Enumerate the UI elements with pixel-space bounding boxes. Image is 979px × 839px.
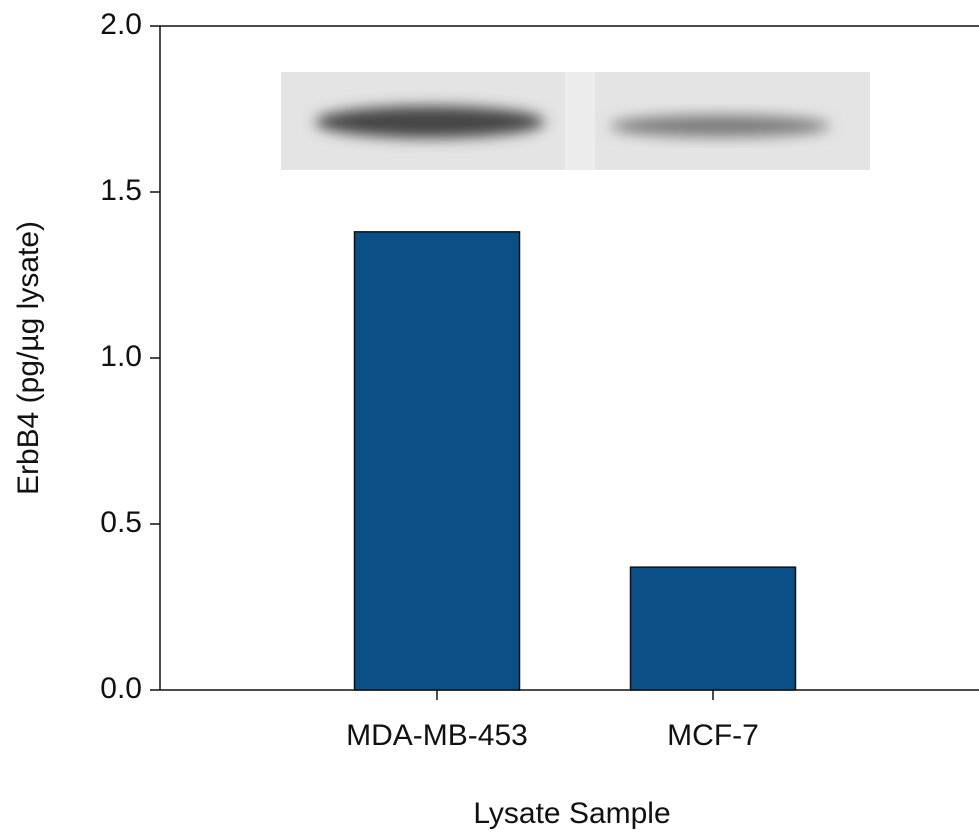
- y-tick-label: 1.5: [100, 174, 142, 207]
- western-blot-inset: [281, 72, 870, 170]
- y-tick-label: 0.5: [100, 506, 142, 539]
- y-tick-label: 2.0: [100, 8, 142, 41]
- y-tick-label: 0.0: [100, 672, 142, 705]
- y-tick-label: 1.0: [100, 340, 142, 373]
- x-tick-label: MCF-7: [667, 719, 759, 752]
- y-axis-label: ErbB4 (pg/µg lysate): [12, 221, 45, 495]
- x-axis-label: Lysate Sample: [473, 797, 670, 830]
- bar: [629, 566, 797, 691]
- bar: [353, 231, 521, 691]
- x-tick-label: MDA-MB-453: [346, 719, 528, 752]
